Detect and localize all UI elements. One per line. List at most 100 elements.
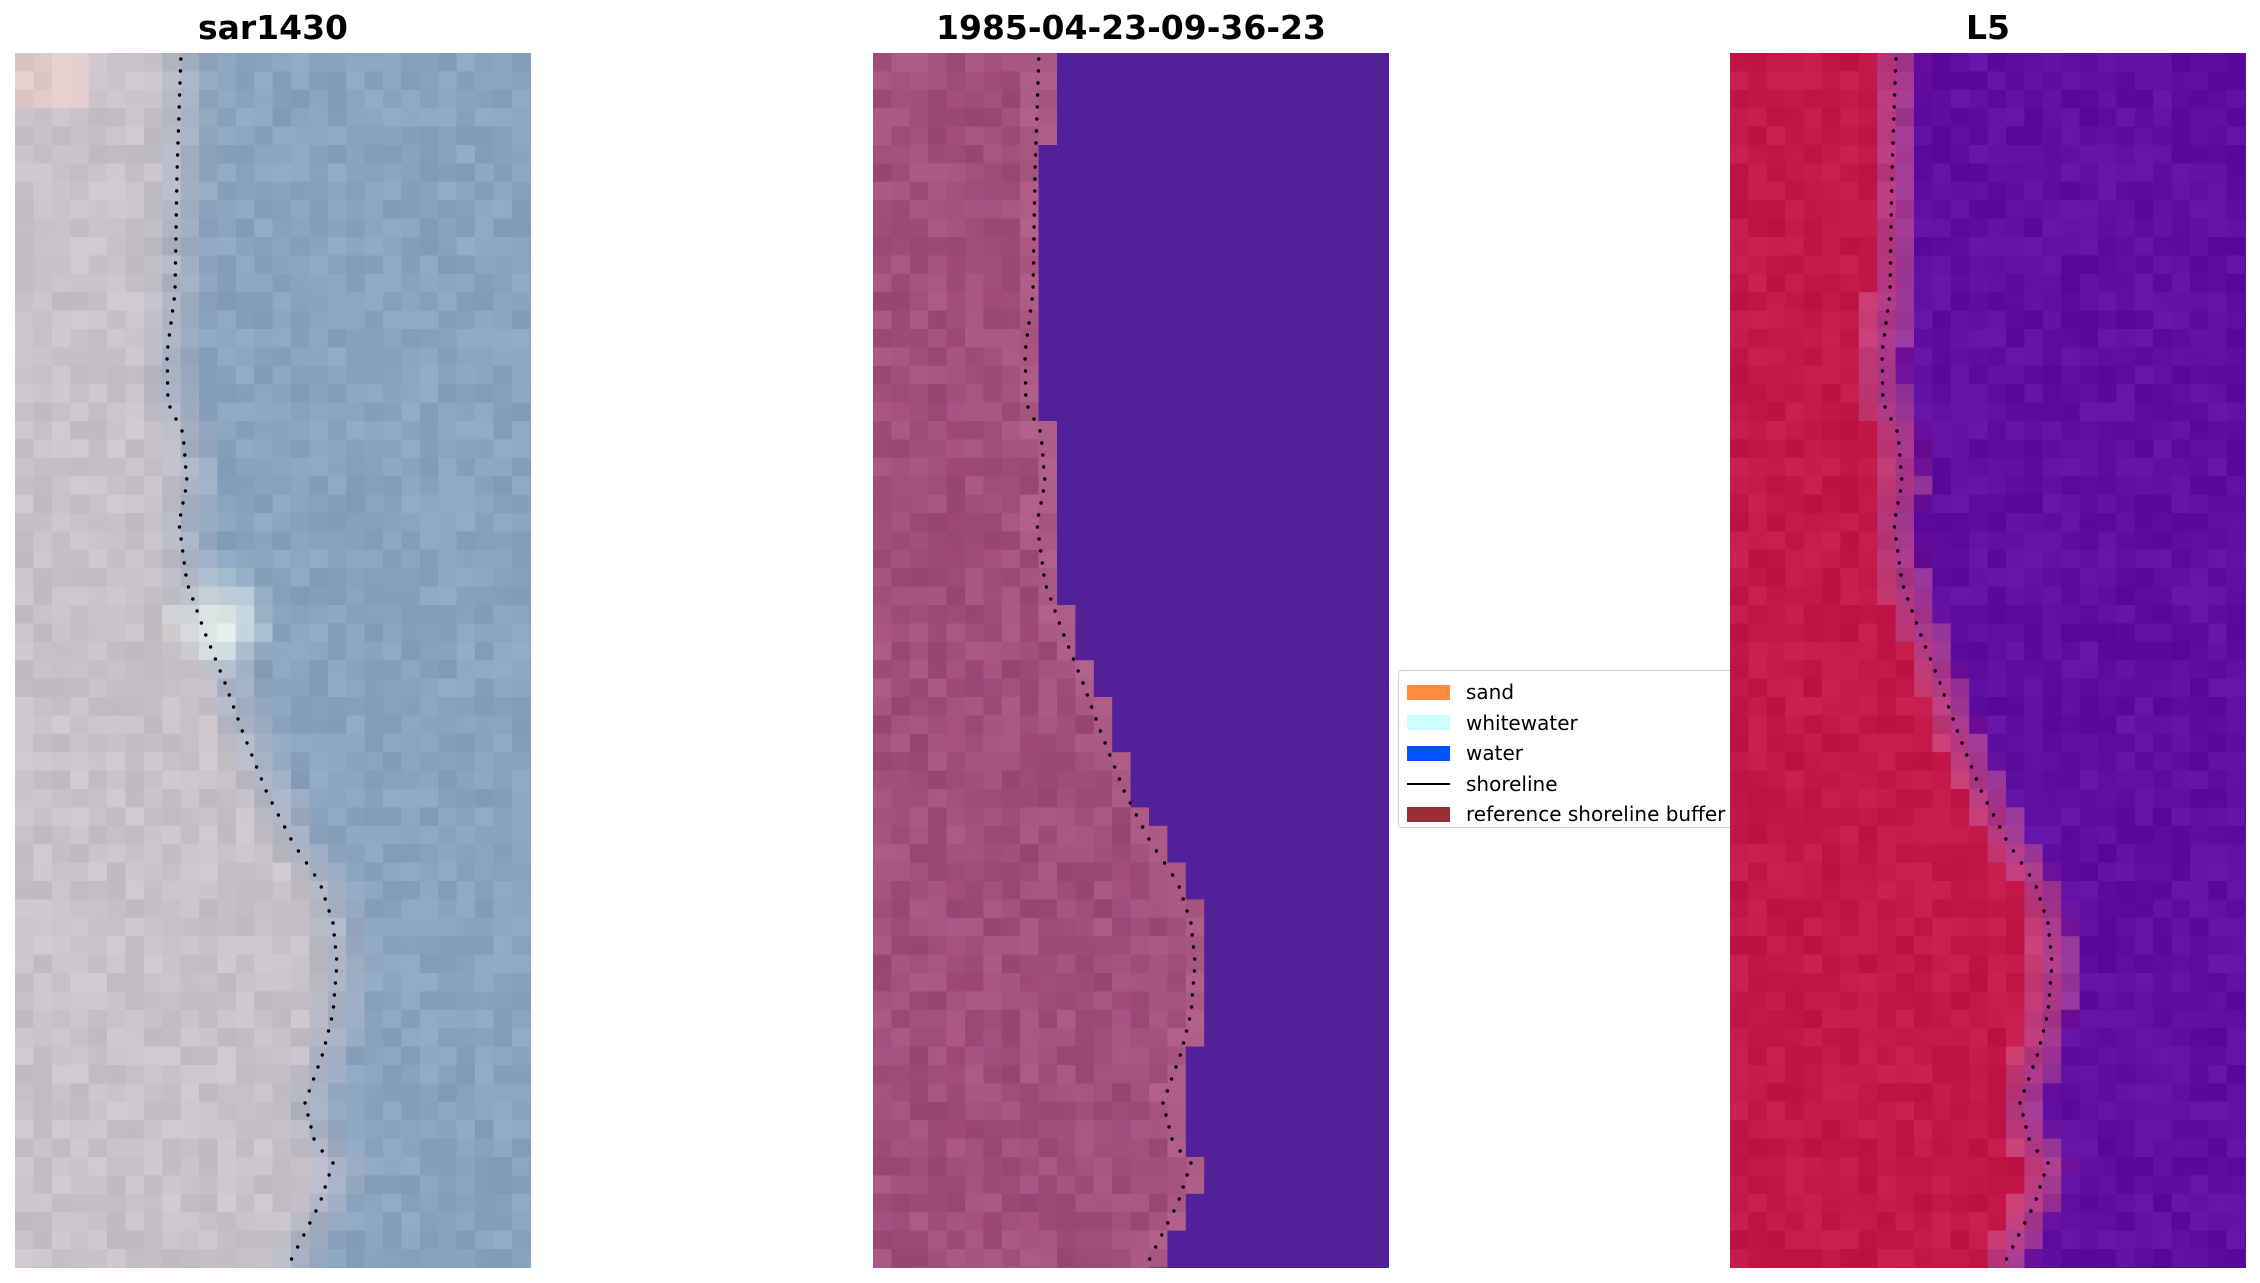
rgb-pixel xyxy=(15,586,34,606)
classified-pixel xyxy=(1388,1120,1389,1140)
classified-pixel xyxy=(1020,881,1040,900)
index-pixel xyxy=(1748,53,1768,72)
classified-pixel xyxy=(1369,310,1389,330)
rgb-pixel xyxy=(254,733,274,753)
index-pixel xyxy=(1932,384,1952,404)
index-pixel xyxy=(2061,476,2081,496)
rgb-pixel xyxy=(272,237,292,256)
classified-pixel xyxy=(1020,218,1040,238)
classified-pixel xyxy=(1185,586,1205,606)
classified-pixel xyxy=(1130,917,1150,937)
rgb-pixel xyxy=(51,513,71,532)
rgb-pixel xyxy=(33,71,53,91)
classified-pixel xyxy=(1314,273,1334,293)
rgb-pixel xyxy=(511,513,531,532)
rgb-pixel xyxy=(217,126,237,146)
index-pixel xyxy=(2134,476,2154,496)
index-pixel xyxy=(1969,108,1989,128)
rgb-pixel xyxy=(456,457,476,477)
classified-pixel xyxy=(1241,973,1260,992)
rgb-pixel xyxy=(107,89,126,109)
classified-pixel xyxy=(1112,513,1132,532)
classified-pixel xyxy=(1167,1120,1187,1140)
rgb-pixel xyxy=(162,365,182,385)
rgb-pixel xyxy=(346,789,366,808)
classified-pixel xyxy=(1388,476,1389,496)
classified-pixel xyxy=(928,457,948,477)
rgb-pixel xyxy=(419,586,439,606)
classified-pixel xyxy=(1296,1028,1316,1048)
classified-pixel xyxy=(1333,807,1352,827)
classified-pixel xyxy=(1277,255,1297,275)
classified-pixel xyxy=(946,1175,966,1195)
rgb-pixel xyxy=(125,623,145,643)
index-pixel xyxy=(1932,292,1952,312)
index-pixel xyxy=(1914,53,1933,72)
index-pixel xyxy=(1950,89,1970,109)
rgb-pixel xyxy=(15,273,34,293)
classified-pixel xyxy=(1020,310,1040,330)
classified-pixel xyxy=(1204,844,1224,864)
rgb-pixel xyxy=(456,917,476,937)
index-pixel xyxy=(2171,89,2191,109)
index-pixel xyxy=(1969,402,1989,422)
classified-pixel xyxy=(1185,899,1205,919)
index-pixel xyxy=(1969,494,1989,514)
classified-pixel xyxy=(1369,844,1389,864)
sand-swatch xyxy=(1407,684,1450,700)
classified-pixel xyxy=(1075,807,1095,827)
classified-pixel xyxy=(1167,954,1187,974)
classified-pixel xyxy=(1020,733,1040,753)
classified-pixel xyxy=(909,678,929,698)
classified-pixel xyxy=(1020,237,1040,256)
classified-pixel xyxy=(1001,697,1021,716)
classified-pixel xyxy=(1259,1157,1279,1176)
classified-pixel xyxy=(1388,126,1389,146)
classified-pixel xyxy=(1020,549,1040,569)
rgb-pixel xyxy=(70,1065,90,1084)
classified-pixel xyxy=(1038,605,1058,624)
rgb-pixel xyxy=(162,329,182,348)
classified-pixel xyxy=(1241,752,1260,772)
classified-pixel xyxy=(928,494,948,514)
rgb-pixel xyxy=(162,660,182,680)
rgb-pixel xyxy=(235,1157,255,1176)
rgb-pixel xyxy=(493,108,513,128)
classified-pixel xyxy=(909,1175,929,1195)
index-pixel xyxy=(1914,329,1933,348)
classified-pixel xyxy=(1259,1230,1279,1250)
classified-pixel xyxy=(873,1138,892,1158)
rgb-pixel xyxy=(475,1101,494,1121)
rgb-pixel xyxy=(438,733,458,753)
index-pixel xyxy=(2245,237,2246,256)
rgb-pixel xyxy=(511,641,531,661)
rgb-pixel xyxy=(33,733,53,753)
rgb-pixel xyxy=(401,549,421,569)
classified-pixel xyxy=(1296,89,1316,109)
classified-pixel xyxy=(1204,1009,1224,1029)
rgb-pixel xyxy=(493,126,513,146)
classified-pixel xyxy=(1130,421,1150,440)
index-pixel xyxy=(2134,181,2154,201)
classified-pixel xyxy=(1130,899,1150,919)
rgb-pixel xyxy=(364,494,384,514)
classified-pixel xyxy=(1296,108,1316,128)
classified-pixel xyxy=(1204,126,1224,146)
rgb-pixel xyxy=(33,329,53,348)
classified-pixel xyxy=(1075,1009,1095,1029)
index-pixel xyxy=(2024,568,2044,588)
classified-pixel xyxy=(1149,623,1168,643)
rgb-pixel xyxy=(143,549,163,569)
rgb-pixel xyxy=(456,292,476,312)
rgb-pixel xyxy=(456,421,476,440)
rgb-pixel xyxy=(346,513,366,532)
index-pixel xyxy=(2006,421,2025,440)
index-pixel xyxy=(2134,273,2154,293)
rgb-pixel xyxy=(125,421,145,440)
classified-pixel xyxy=(1204,1230,1224,1250)
index-pixel xyxy=(1895,237,1915,256)
index-pixel xyxy=(2061,568,2081,588)
index-pixel xyxy=(2134,494,2154,514)
index-pixel xyxy=(2226,237,2246,256)
rgb-pixel xyxy=(475,623,494,643)
